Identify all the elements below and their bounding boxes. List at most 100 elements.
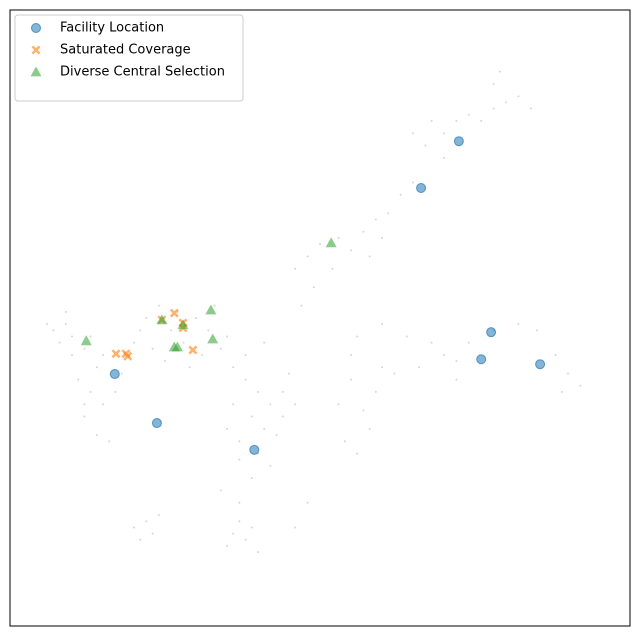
background-point (319, 243, 321, 246)
background-point (108, 440, 111, 443)
point (171, 341, 183, 352)
background-point (114, 390, 117, 393)
background-point (337, 403, 340, 406)
background-point (71, 335, 73, 338)
point (535, 359, 546, 370)
background-point (151, 347, 154, 350)
background-point (412, 132, 414, 135)
background-point (226, 335, 228, 338)
background-point (102, 403, 104, 406)
background-point (430, 119, 433, 122)
background-point (257, 390, 259, 393)
background-point (170, 329, 173, 332)
background-point (213, 304, 216, 307)
background-point (83, 347, 86, 350)
point (476, 354, 487, 365)
background-point (306, 501, 309, 504)
background-point (560, 390, 563, 393)
legend: Facility Location Saturated Coverage Diver… (14, 14, 244, 102)
background-point (71, 353, 73, 356)
background-point (467, 341, 470, 344)
background-point (244, 538, 247, 541)
point (453, 136, 464, 147)
legend-marker (31, 45, 41, 55)
point (249, 444, 260, 455)
background-point (374, 218, 377, 221)
background-point (517, 95, 520, 98)
background-point (250, 415, 253, 418)
background-point (64, 310, 67, 313)
background-point (89, 335, 92, 338)
background-point (381, 323, 383, 326)
background-point (232, 532, 235, 535)
background-point (350, 353, 352, 356)
background-point (263, 427, 266, 430)
legend-box (14, 14, 244, 102)
background-point (381, 236, 383, 239)
background-point (58, 341, 61, 344)
background-point (412, 181, 414, 184)
background-point (182, 341, 185, 344)
background-point (188, 366, 191, 369)
background-point (139, 329, 142, 332)
background-point (356, 452, 359, 455)
legend-marker (31, 23, 41, 33)
background-point (269, 464, 272, 467)
background-point (195, 317, 197, 319)
legend-label: Facility Location (60, 21, 164, 36)
background-point (226, 544, 228, 547)
background-point (343, 440, 346, 443)
background-point (424, 144, 427, 147)
legend-label: Diverse Central Selection (60, 65, 225, 80)
background-point (554, 353, 557, 356)
point (207, 333, 219, 344)
background-point (517, 323, 520, 326)
point (416, 183, 427, 194)
background-point (492, 107, 495, 110)
background-point (467, 113, 470, 116)
background-point (418, 366, 421, 369)
background-point (219, 489, 222, 492)
background-point (226, 427, 228, 430)
background-point (133, 526, 135, 529)
background-point (244, 353, 247, 356)
background-point (250, 477, 253, 480)
background-point (529, 107, 532, 110)
background-point (83, 403, 86, 406)
background-point (139, 538, 142, 541)
point (205, 304, 217, 315)
background-point (455, 119, 458, 122)
background-point (238, 501, 241, 504)
background-point (83, 415, 86, 418)
background-point (399, 193, 402, 196)
points (46, 70, 582, 554)
background-point (64, 323, 67, 326)
background-point (455, 360, 458, 363)
background-point (145, 520, 148, 523)
background-point (480, 119, 483, 122)
point (177, 319, 189, 330)
background-point (294, 526, 297, 529)
background-point (455, 378, 458, 381)
legend-marker (30, 66, 42, 77)
background-point (250, 526, 253, 529)
background-point (263, 341, 266, 344)
background-point (281, 390, 284, 393)
background-point (579, 384, 582, 387)
background-point (350, 249, 352, 252)
background-point (387, 212, 390, 215)
background-point (294, 403, 297, 406)
background-point (95, 366, 98, 369)
background-point (133, 341, 135, 344)
background-point (232, 366, 235, 369)
background-point (337, 236, 340, 239)
background-point (492, 82, 495, 85)
background-point (269, 403, 272, 406)
background-point (312, 286, 315, 289)
background-point (238, 458, 241, 461)
background-point (393, 372, 396, 375)
background-point (381, 366, 383, 369)
background-point (443, 156, 445, 159)
background-point (368, 427, 371, 430)
